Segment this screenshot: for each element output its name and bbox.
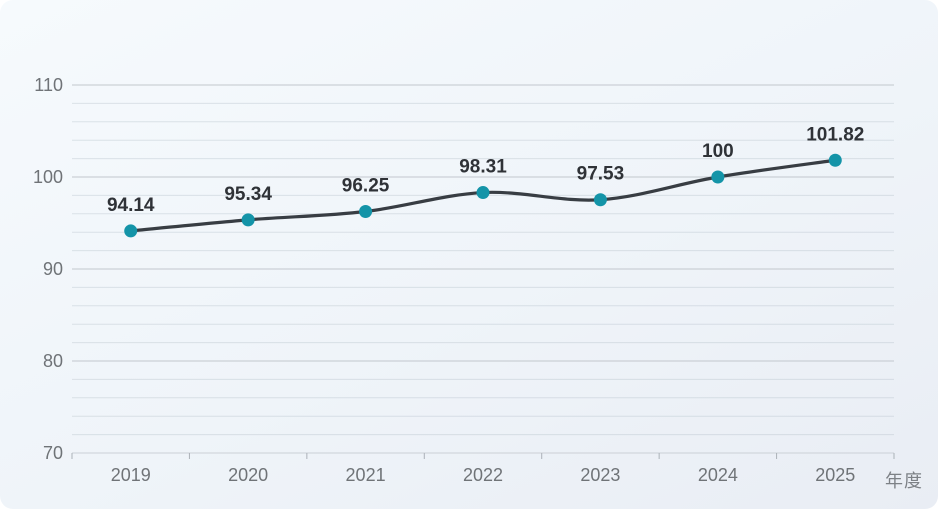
x-axis-tick-label: 2020 bbox=[228, 465, 268, 485]
data-point-2019[interactable] bbox=[124, 224, 138, 238]
y-axis-tick-label: 90 bbox=[43, 259, 63, 279]
x-axis-tick-label: 2019 bbox=[111, 465, 151, 485]
x-axis-tick-label: 2021 bbox=[346, 465, 386, 485]
y-axis-tick-label: 100 bbox=[33, 167, 63, 187]
value-label: 100 bbox=[702, 141, 734, 162]
y-axis-tick-label: 70 bbox=[43, 443, 63, 463]
value-label: 98.31 bbox=[459, 157, 507, 178]
value-label: 101.82 bbox=[806, 124, 864, 145]
y-axis-tick-label: 110 bbox=[34, 75, 63, 95]
value-label: 94.14 bbox=[107, 195, 155, 216]
value-label: 96.25 bbox=[342, 176, 390, 197]
x-axis-tick-label: 2025 bbox=[815, 465, 855, 485]
data-point-2022[interactable] bbox=[476, 186, 490, 200]
data-point-2021[interactable] bbox=[359, 205, 373, 218]
data-point-2025[interactable] bbox=[828, 153, 842, 167]
value-label: 95.34 bbox=[224, 184, 272, 205]
data-point-2023[interactable] bbox=[593, 193, 607, 207]
x-axis-name-label: 年度 bbox=[885, 471, 923, 491]
x-axis-tick-label: 2022 bbox=[463, 465, 503, 485]
data-point-2024[interactable] bbox=[711, 170, 725, 184]
data-point-2020[interactable] bbox=[241, 213, 255, 227]
y-axis-tick-label: 80 bbox=[43, 351, 63, 371]
x-axis-tick-label: 2023 bbox=[580, 465, 620, 485]
x-axis-tick-label: 2024 bbox=[698, 465, 738, 485]
value-label: 97.53 bbox=[577, 164, 625, 185]
